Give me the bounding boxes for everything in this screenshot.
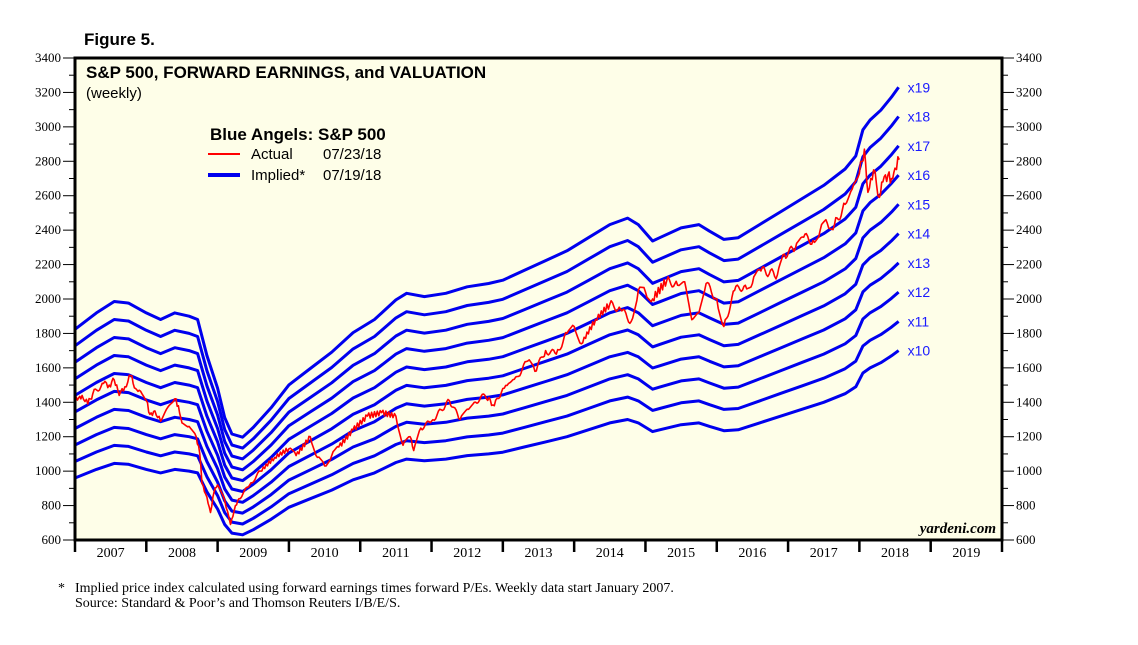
multiple-label-x18: x18 bbox=[908, 109, 931, 125]
x-tick-label: 2012 bbox=[453, 546, 481, 561]
y-tick-label-right: 800 bbox=[1016, 498, 1036, 513]
plot-frame bbox=[73, 56, 1004, 542]
legend-title: Blue Angels: S&P 500 bbox=[210, 125, 386, 144]
y-tick-label-left: 2800 bbox=[35, 153, 61, 168]
legend-implied-label: Implied* bbox=[251, 167, 305, 184]
x-tick-label: 2015 bbox=[667, 546, 695, 561]
y-tick-label-right: 2400 bbox=[1016, 222, 1042, 237]
y-tick-label-left: 2000 bbox=[35, 291, 61, 306]
multiple-label-x10: x10 bbox=[908, 343, 931, 359]
y-tick-label-left: 1800 bbox=[35, 325, 61, 340]
implied-line-x15 bbox=[74, 203, 900, 483]
multiple-label-x19: x19 bbox=[908, 79, 931, 95]
y-tick-label-right: 3000 bbox=[1016, 119, 1042, 134]
x-tick-label: 2009 bbox=[239, 546, 267, 561]
x-tick-label: 2011 bbox=[382, 546, 409, 561]
multiple-label-x17: x17 bbox=[908, 138, 931, 154]
y-tick-label-right: 1400 bbox=[1016, 394, 1042, 409]
y-axis-right: 600 800 1000 1200 1400 1600 1800 2000 2200 2400 26… bbox=[1002, 50, 1042, 547]
implied-line-x19 bbox=[74, 86, 900, 439]
x-tick-label: 2016 bbox=[738, 546, 766, 561]
y-tick-label-left: 1600 bbox=[35, 360, 61, 375]
multiple-label-x14: x14 bbox=[908, 226, 931, 242]
x-tick-label: 2008 bbox=[168, 546, 196, 561]
multiple-labels: x10 x11 x12 x13 x14 x15 x16 x17 x18 x19 bbox=[908, 79, 931, 358]
y-tick-label-left: 800 bbox=[42, 498, 62, 513]
y-tick-label-left: 2200 bbox=[35, 257, 61, 272]
implied-line-x16 bbox=[74, 174, 900, 472]
watermark: yardeni.com bbox=[918, 521, 996, 537]
footnote-line-2: Source: Standard & Poor’s and Thomson Re… bbox=[75, 596, 400, 611]
y-tick-label-left: 3400 bbox=[35, 50, 61, 65]
y-tick-label-left: 1200 bbox=[35, 429, 61, 444]
footnote-line-1: Implied price index calculated using for… bbox=[75, 581, 674, 596]
y-tick-label-left: 2600 bbox=[35, 188, 61, 203]
multiple-label-x11: x11 bbox=[908, 313, 930, 329]
y-tick-label-right: 3400 bbox=[1016, 50, 1042, 65]
y-axis-left: 600 800 1000 1200 1400 1600 1800 2000 2200 2400 26… bbox=[35, 50, 75, 547]
y-tick-label-right: 2800 bbox=[1016, 153, 1042, 168]
multiple-label-x13: x13 bbox=[908, 255, 931, 271]
implied-line-x14 bbox=[74, 232, 900, 493]
implied-line-x11 bbox=[74, 320, 900, 526]
x-tick-label: 2007 bbox=[97, 546, 125, 561]
multiple-label-x12: x12 bbox=[908, 284, 931, 300]
y-tick-label-right: 3200 bbox=[1016, 84, 1042, 99]
chart-subtitle: (weekly) bbox=[86, 85, 142, 102]
x-axis: 2007 2008 2009 2010 2011 2012 2013 2014 2015 2016… bbox=[73, 540, 1004, 561]
y-tick-label-left: 3000 bbox=[35, 119, 61, 134]
footnote: * Implied price index calculated using f… bbox=[58, 581, 674, 611]
multiple-label-x16: x16 bbox=[908, 167, 931, 183]
x-tick-label: 2014 bbox=[596, 546, 624, 561]
y-tick-label-left: 1000 bbox=[35, 463, 61, 478]
footnote-marker: * bbox=[58, 581, 65, 596]
x-tick-label: 2010 bbox=[311, 546, 339, 561]
x-tick-label: 2019 bbox=[952, 546, 980, 561]
y-tick-label-right: 2600 bbox=[1016, 188, 1042, 203]
y-tick-label-right: 1000 bbox=[1016, 463, 1042, 478]
implied-line-x18 bbox=[74, 115, 900, 450]
y-tick-label-left: 600 bbox=[42, 532, 62, 547]
y-tick-label-left: 2400 bbox=[35, 222, 61, 237]
y-tick-label-right: 1600 bbox=[1016, 360, 1042, 375]
x-tick-label: 2013 bbox=[525, 546, 553, 561]
y-tick-label-right: 1800 bbox=[1016, 325, 1042, 340]
multiple-label-x15: x15 bbox=[908, 196, 931, 212]
y-tick-label-right: 2200 bbox=[1016, 257, 1042, 272]
legend-actual-label: Actual bbox=[251, 146, 293, 163]
legend-actual-date: 07/23/18 bbox=[323, 146, 381, 163]
x-tick-label: 2017 bbox=[810, 546, 838, 561]
y-tick-label-right: 1200 bbox=[1016, 429, 1042, 444]
y-tick-label-left: 3200 bbox=[35, 84, 61, 99]
implied-line-x12 bbox=[74, 290, 900, 515]
y-tick-label-left: 1400 bbox=[35, 394, 61, 409]
legend: Blue Angels: S&P 500 Actual 07/23/18 Imp… bbox=[208, 125, 386, 184]
chart-title: S&P 500, FORWARD EARNINGS, and VALUATION bbox=[86, 63, 486, 82]
y-tick-label-right: 600 bbox=[1016, 532, 1036, 547]
y-tick-label-right: 2000 bbox=[1016, 291, 1042, 306]
actual-series-line bbox=[74, 148, 901, 526]
figure-label: Figure 5. bbox=[84, 30, 155, 49]
x-tick-label: 2018 bbox=[881, 546, 909, 561]
legend-implied-date: 07/19/18 bbox=[323, 167, 381, 184]
